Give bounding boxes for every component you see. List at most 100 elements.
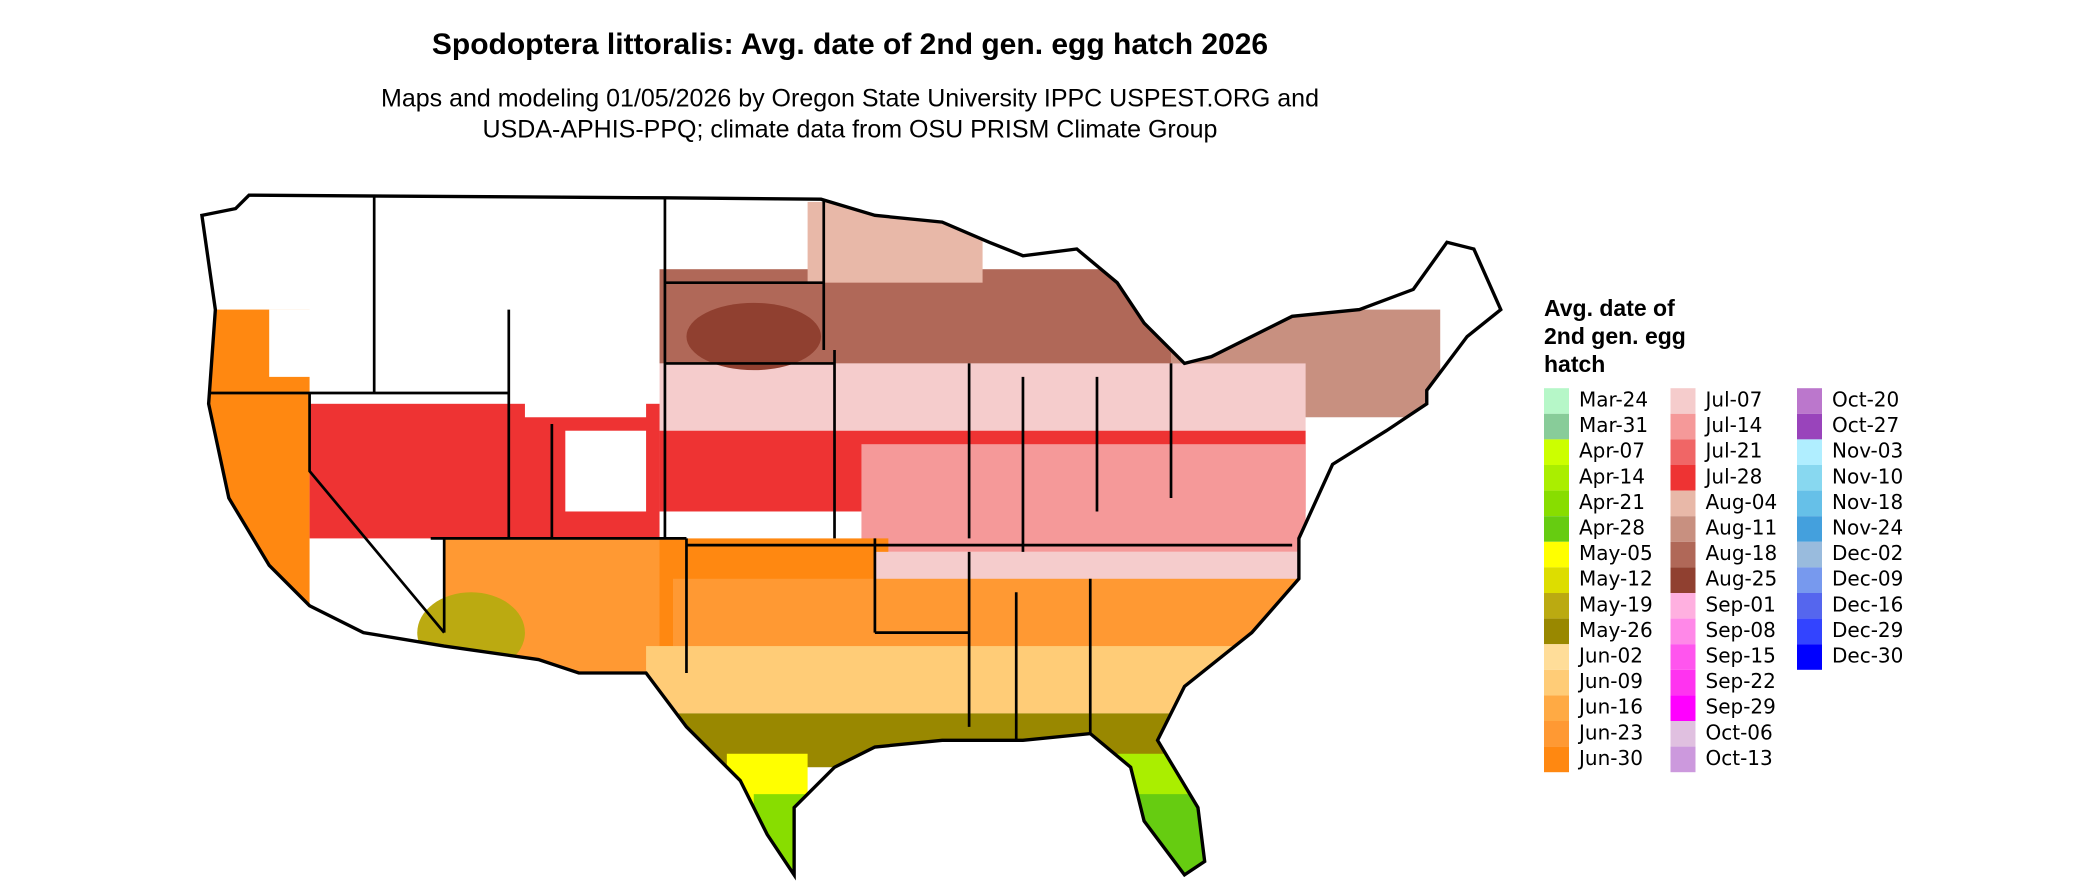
legend-swatch	[1670, 567, 1696, 593]
legend-swatch	[1797, 593, 1822, 619]
no-data-area	[565, 430, 647, 512]
legend-label: Jun-23	[1577, 720, 1643, 744]
map-region	[807, 201, 983, 283]
map-title: Spodoptera littoralis: Avg. date of 2nd …	[432, 28, 1268, 61]
legend-label: Sep-01	[1706, 592, 1776, 616]
map-subtitle: USDA-APHIS-PPQ; climate data from OSU PR…	[483, 116, 1218, 144]
legend-swatch	[1544, 593, 1569, 619]
legend-label: Apr-21	[1579, 490, 1645, 514]
legend-title: hatch	[1544, 351, 1605, 377]
legend-label: Nov-10	[1832, 464, 1903, 488]
legend-title: 2nd gen. egg	[1544, 323, 1686, 349]
legend-swatch	[1544, 567, 1569, 593]
legend-label: Jun-30	[1577, 746, 1643, 770]
state-borders	[208, 195, 1293, 741]
legend-label: May-05	[1579, 541, 1653, 565]
legend-swatch	[1670, 721, 1696, 747]
legend-label: Nov-24	[1832, 516, 1903, 540]
map-region	[417, 592, 525, 673]
legend-swatch	[1670, 388, 1696, 414]
legend-swatch	[1670, 465, 1696, 491]
legend-swatch	[1797, 644, 1822, 670]
map-region	[861, 444, 1306, 552]
legend-label: Sep-29	[1706, 695, 1776, 719]
map-region	[753, 794, 808, 875]
legend-swatch	[1670, 593, 1696, 619]
legend-swatch	[1670, 746, 1696, 773]
no-data-area	[390, 269, 472, 310]
legend-label: Jul-07	[1704, 388, 1763, 412]
legend-swatch	[1544, 413, 1569, 440]
legend-label: Jul-28	[1704, 464, 1763, 488]
legend-swatch	[1797, 465, 1822, 491]
legend-label: Nov-03	[1832, 439, 1903, 463]
legend-label: Aug-11	[1706, 516, 1778, 540]
legend-label: Jul-14	[1704, 413, 1763, 437]
legend-label: Nov-18	[1832, 490, 1903, 514]
legend-label: Dec-02	[1832, 541, 1903, 565]
map-region	[646, 646, 1320, 714]
legend-label: Jun-02	[1577, 644, 1643, 668]
legend-swatch	[1544, 465, 1569, 491]
legend-label: Dec-30	[1832, 644, 1903, 668]
legend-label: Dec-16	[1832, 592, 1903, 616]
legend-swatch	[1544, 439, 1569, 465]
us-map	[200, 193, 1503, 877]
no-data-area	[524, 323, 647, 418]
legend-label: Dec-29	[1832, 618, 1903, 642]
legend-swatch	[1797, 567, 1822, 593]
legend-swatch	[1670, 516, 1696, 542]
legend-title: Avg. date of	[1544, 295, 1675, 321]
legend-swatch	[1670, 669, 1696, 696]
map-region	[686, 302, 822, 371]
legend-label: Jul-21	[1704, 439, 1763, 463]
legend-label: May-26	[1579, 618, 1653, 642]
legend-swatch	[1544, 516, 1569, 542]
legend-label: Aug-18	[1706, 541, 1778, 565]
legend-swatch	[1797, 516, 1822, 542]
legend-swatch	[1797, 618, 1822, 645]
legend-swatch	[1670, 490, 1696, 517]
legend-swatch	[1670, 541, 1696, 568]
legend-swatch	[1544, 618, 1569, 645]
legend-label: Sep-22	[1706, 669, 1776, 693]
legend-label: Oct-27	[1832, 413, 1899, 437]
legend-swatch	[1544, 695, 1569, 721]
legend-label: Dec-09	[1832, 567, 1903, 591]
legend-label: May-12	[1579, 567, 1653, 591]
legend-swatch	[1797, 439, 1822, 465]
legend-swatch	[1670, 439, 1696, 465]
legend-swatch	[1797, 541, 1822, 568]
legend-swatch	[1544, 721, 1569, 747]
map-region	[659, 363, 1306, 431]
legend-swatch	[1544, 669, 1569, 696]
legend-label: Oct-06	[1706, 720, 1773, 744]
legend-swatch	[1544, 541, 1569, 568]
legend-label: Oct-20	[1832, 388, 1899, 412]
legend: Avg. date of 2nd gen. egg hatch Mar-24Ma…	[1544, 295, 1903, 773]
no-data-area	[403, 201, 647, 243]
map-fill	[201, 201, 1441, 875]
legend-swatch	[1670, 695, 1696, 721]
legend-swatch	[1797, 388, 1822, 414]
legend-swatch	[1797, 490, 1822, 517]
legend-label: Aug-25	[1706, 567, 1778, 591]
legend-label: Sep-15	[1706, 644, 1776, 668]
legend-swatch	[1797, 413, 1822, 440]
no-data-area	[269, 309, 350, 377]
legend-label: Mar-31	[1579, 413, 1648, 437]
legend-label: Sep-08	[1706, 618, 1776, 642]
legend-label: Mar-24	[1579, 388, 1648, 412]
legend-swatch	[1670, 618, 1696, 645]
legend-swatch	[1544, 644, 1569, 670]
map-subtitle: Maps and modeling 01/05/2026 by Oregon S…	[381, 85, 1319, 113]
legend-label: May-19	[1579, 592, 1653, 616]
legend-swatch	[1544, 746, 1569, 773]
legend-label: Apr-07	[1579, 439, 1645, 463]
legend-swatch	[1670, 413, 1696, 440]
legend-swatch	[1544, 490, 1569, 517]
legend-swatch	[1670, 644, 1696, 670]
legend-label: Apr-14	[1579, 464, 1645, 488]
legend-label: Apr-28	[1579, 516, 1645, 540]
